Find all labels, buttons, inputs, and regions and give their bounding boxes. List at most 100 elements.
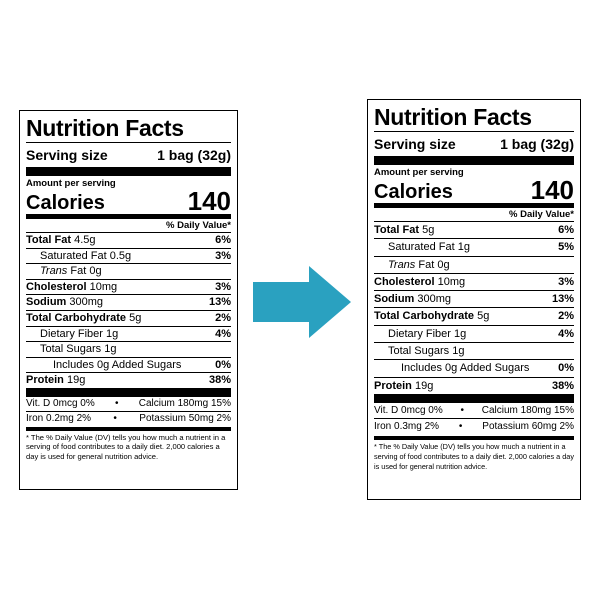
nutrient-name: Protein <box>26 374 64 387</box>
divider-thick <box>374 156 574 165</box>
iron: Iron 0.3mg 2% <box>374 421 440 433</box>
nutrient-amount: 300mg <box>69 296 104 309</box>
nutrient-amount: Fat 0g <box>70 265 102 278</box>
divider-thick <box>26 142 231 143</box>
mineral-row: Iron 0.3mg 2% • Potassium 60mg 2% <box>374 419 574 435</box>
nutrient-name: Protein <box>374 379 412 392</box>
nutrient-name: Sodium <box>26 296 67 309</box>
nutrient-name: Total Carbohydrate <box>26 311 127 324</box>
arrow-shape <box>253 266 351 338</box>
nutrient-percent: 3% <box>558 275 574 288</box>
nutrient-name: Includes 0g Added Sugars <box>401 362 530 375</box>
nutrient-percent: 3% <box>215 249 231 262</box>
nutrient-amount: 19g <box>414 379 434 392</box>
nutrient-name: Dietary Fiber 1g <box>40 327 119 340</box>
vitamin-d: Vit. D 0mcg 0% <box>26 397 95 409</box>
nutrient-amount: 4.5g <box>74 234 96 246</box>
nutrient-name: Trans <box>40 265 68 278</box>
potassium: Potassium 50mg 2% <box>139 412 231 424</box>
nutrient-name: Saturated Fat 0.5g <box>40 249 132 262</box>
serving-size-value: 1 bag (32g) <box>500 136 574 152</box>
total-carbohydrate-row: Total Carbohydrate 5g 2% <box>374 308 574 326</box>
nutrient-percent: 0% <box>558 362 574 375</box>
nutrient-name: Total Carbohydrate <box>374 310 475 323</box>
serving-size-value: 1 bag (32g) <box>157 147 231 163</box>
nutrient-name: Dietary Fiber 1g <box>388 327 467 340</box>
footnote: * The % Daily Value (DV) tells you how m… <box>374 441 574 471</box>
bullet-separator: • <box>458 421 463 433</box>
sodium-row: Sodium 300mg 13% <box>374 291 574 309</box>
total-sugars-row: Total Sugars 1g <box>374 343 574 361</box>
total-sugars-row: Total Sugars 1g <box>26 342 231 358</box>
nutrient-name: Total Sugars 1g <box>40 343 117 356</box>
added-sugars-row: Includes 0g Added Sugars 0% <box>374 360 574 378</box>
vitamin-d: Vit. D 0mcg 0% <box>374 404 443 416</box>
nutrient-amount: 10mg <box>89 280 118 293</box>
amount-per-serving: Amount per serving <box>26 178 116 189</box>
vitamin-row: Vit. D 0mcg 0% • Calcium 180mg 15% <box>26 397 231 412</box>
calories-label: Calories <box>26 192 105 214</box>
potassium: Potassium 60mg 2% <box>482 421 574 433</box>
trans-fat-row: Trans Fat 0g <box>26 264 231 280</box>
nutrient-amount: 5g <box>422 224 435 236</box>
saturated-fat-row: Saturated Fat 1g 5% <box>374 239 574 257</box>
calories-row: Calories 140 <box>26 186 231 216</box>
total-fat-row: Total Fat 4.5g 6% <box>26 233 231 249</box>
amount-per-serving: Amount per serving <box>374 167 464 178</box>
nutrient-percent: 2% <box>558 310 574 323</box>
nutrient-percent: 38% <box>551 379 574 392</box>
nutrient-amount: 10mg <box>437 275 466 288</box>
arrow-right-icon <box>253 266 351 338</box>
serving-size-label: Serving size <box>26 147 108 163</box>
divider-medium <box>374 435 574 440</box>
cholesterol-row: Cholesterol 10mg 3% <box>374 274 574 292</box>
footnote: * The % Daily Value (DV) tells you how m… <box>26 432 226 461</box>
nutrient-amount: Fat 0g <box>418 258 450 271</box>
bullet-separator: • <box>114 397 119 409</box>
bullet-separator: • <box>113 412 117 424</box>
dietary-fiber-row: Dietary Fiber 1g 4% <box>26 327 231 343</box>
calcium: Calcium 180mg 15% <box>138 397 231 409</box>
serving-size-row: Serving size 1 bag (32g) <box>374 132 574 153</box>
trans-fat-row: Trans Fat 0g <box>374 257 574 274</box>
nutrient-name: Total Fat <box>26 234 72 246</box>
daily-value-header: % Daily Value* <box>26 219 231 233</box>
nutrient-amount: 300mg <box>417 293 452 306</box>
iron: Iron 0.2mg 2% <box>26 412 92 424</box>
daily-value-header: % Daily Value* <box>374 208 574 222</box>
cholesterol-row: Cholesterol 10mg 3% <box>26 280 231 296</box>
nutrient-percent: 13% <box>208 296 231 309</box>
nutrient-name: Cholesterol <box>26 280 87 293</box>
nutrient-percent: 6% <box>215 234 231 246</box>
nutrition-label-before: Nutrition Facts Serving size 1 bag (32g)… <box>19 110 238 490</box>
bullet-separator: • <box>460 404 464 416</box>
divider-thin <box>374 131 574 132</box>
nutrient-amount: 5g <box>477 310 490 323</box>
nutrient-percent: 3% <box>215 280 231 293</box>
nutrient-percent: 13% <box>551 293 574 306</box>
nutrient-percent: 0% <box>215 358 231 371</box>
saturated-fat-row: Saturated Fat 0.5g 3% <box>26 249 231 265</box>
calories-value: 140 <box>187 186 231 216</box>
divider-thick <box>26 387 231 397</box>
serving-size-label: Serving size <box>374 136 456 152</box>
protein-row: Protein 19g 38% <box>26 373 231 388</box>
label-title: Nutrition Facts <box>374 104 532 130</box>
dietary-fiber-row: Dietary Fiber 1g 4% <box>374 326 574 344</box>
serving-size-row: Serving size 1 bag (32g) <box>26 143 231 164</box>
total-fat-row: Total Fat 5g 6% <box>374 222 574 240</box>
divider-medium <box>26 214 231 219</box>
divider-thick <box>26 167 231 176</box>
nutrient-name: Saturated Fat 1g <box>388 241 470 254</box>
nutrient-name: Cholesterol <box>374 275 435 288</box>
protein-row: Protein 19g 38% <box>374 378 574 394</box>
added-sugars-row: Includes 0g Added Sugars 0% <box>26 358 231 374</box>
calories-value: 140 <box>530 175 574 205</box>
label-title: Nutrition Facts <box>26 115 184 141</box>
nutrient-amount: 19g <box>66 374 86 387</box>
divider-medium <box>26 426 231 431</box>
nutrient-percent: 6% <box>558 224 574 236</box>
nutrient-name: Includes 0g Added Sugars <box>53 358 182 371</box>
nutrition-label-after: Nutrition Facts Serving size 1 bag (32g)… <box>367 99 581 500</box>
total-carbohydrate-row: Total Carbohydrate 5g 2% <box>26 311 231 327</box>
